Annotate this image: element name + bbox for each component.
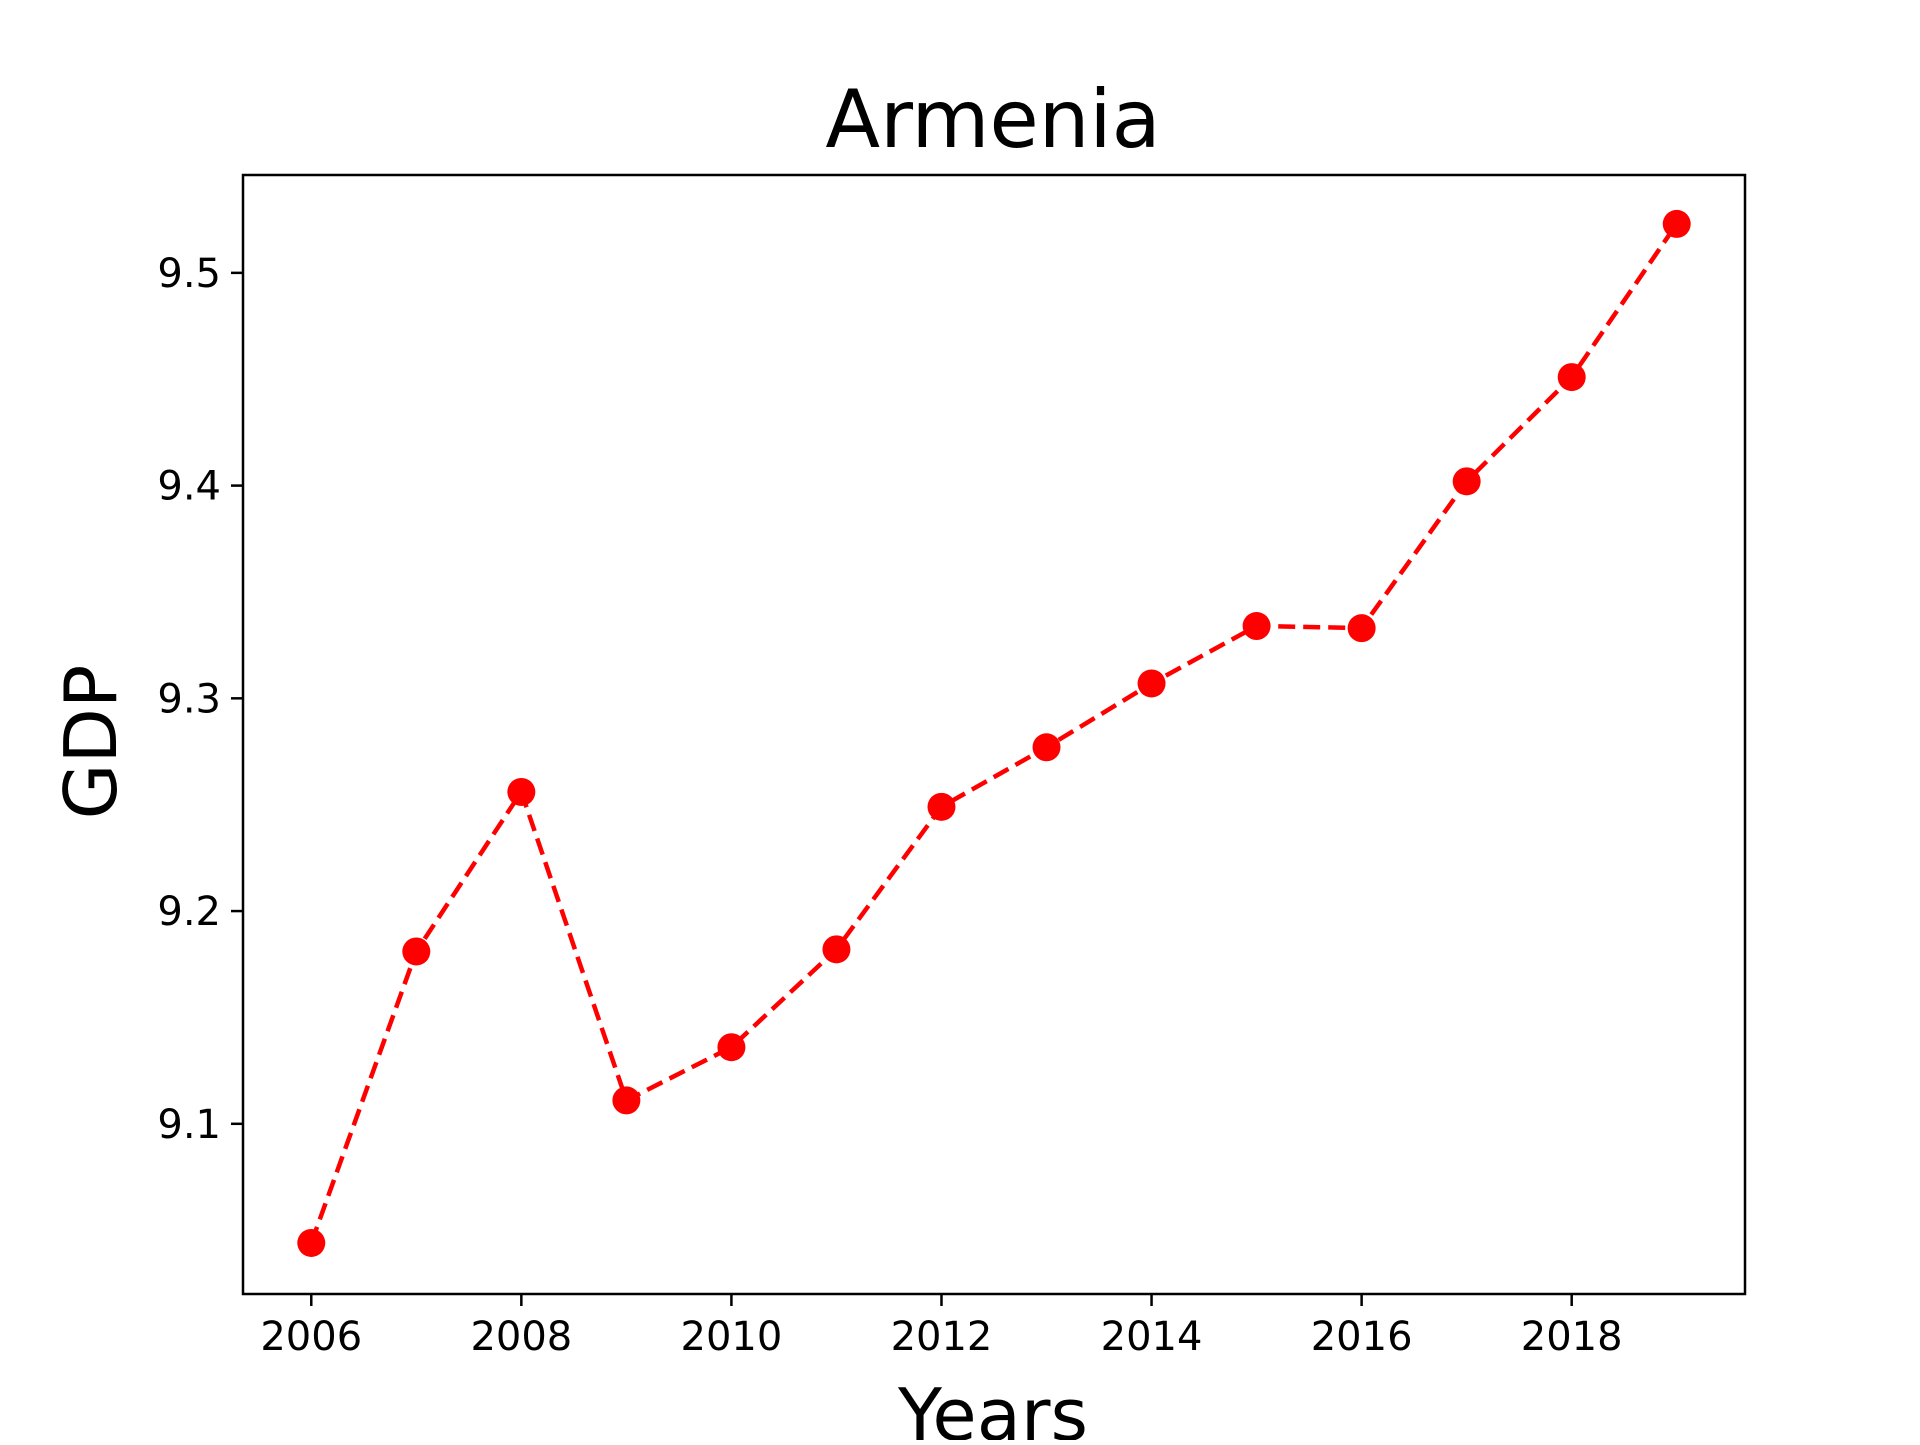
x-tick-label: 2010 [681,1314,783,1360]
data-point-2018 [1557,363,1586,392]
data-point-2014 [1137,669,1166,698]
gdp-series-line [309,222,1679,1244]
data-point-2009 [612,1086,641,1115]
data-point-2008 [507,777,536,806]
axis-ticks: 2006 2008 2010 2012 2014 2016 2018 9.1 9.2 9.3 9.4… [157,251,1622,1360]
x-tick-label: 2016 [1311,1314,1413,1360]
y-tick-label: 9.3 [157,676,221,722]
data-point-2010 [717,1033,746,1062]
y-tick-label: 9.1 [157,1102,221,1148]
x-tick-label: 2012 [891,1314,993,1360]
chart-title: Armenia [825,73,1160,166]
y-tick-label: 9.2 [157,889,221,935]
x-tick-label: 2006 [260,1314,362,1360]
x-tick-label: 2008 [470,1314,572,1360]
y-tick-label: 9.5 [157,251,221,297]
data-point-2013 [1032,733,1061,762]
data-point-2007 [402,937,431,966]
data-point-2017 [1452,467,1481,496]
x-tick-label: 2014 [1101,1314,1203,1360]
series-layer [297,209,1691,1257]
y-axis-label: GDP [49,665,133,820]
x-axis-label: Years [897,1373,1088,1440]
data-point-2012 [927,792,956,821]
x-tick-label: 2018 [1521,1314,1623,1360]
y-tick-label: 9.4 [157,464,221,510]
plot-frame [241,173,1747,1296]
data-point-2019 [1662,209,1691,238]
data-point-2011 [822,935,851,964]
data-point-2015 [1242,612,1271,641]
data-point-2016 [1347,614,1376,643]
data-point-2006 [297,1228,326,1257]
